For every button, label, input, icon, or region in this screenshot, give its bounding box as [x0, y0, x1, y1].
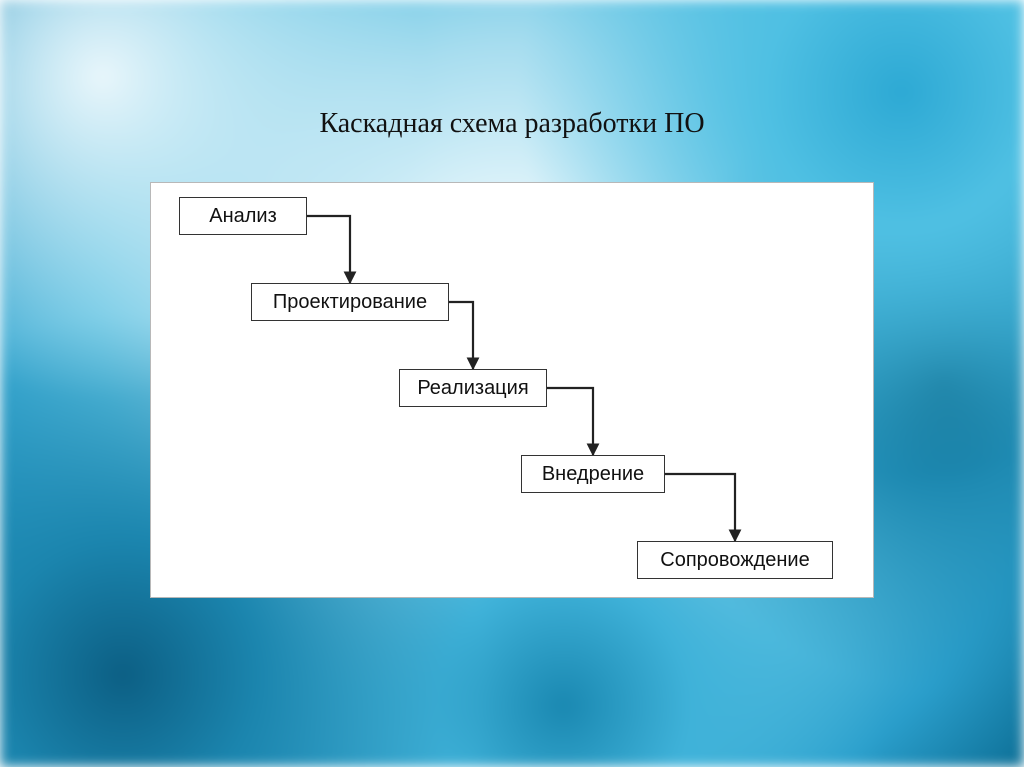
flow-node-label: Сопровождение	[660, 549, 809, 572]
flow-node-label: Реализация	[417, 377, 528, 400]
flow-node-n4: Внедрение	[521, 455, 665, 493]
flow-node-n5: Сопровождение	[637, 541, 833, 579]
flow-edge-n1-n2	[307, 216, 350, 283]
flow-node-label: Проектирование	[273, 291, 427, 314]
flow-node-label: Анализ	[209, 205, 277, 228]
flow-node-n1: Анализ	[179, 197, 307, 235]
flow-node-label: Внедрение	[542, 463, 644, 486]
diagram-panel: Анализ Проектирование Реализация Внедрение С…	[150, 182, 874, 598]
waterfall-diagram: Анализ Проектирование Реализация Внедрение С…	[151, 183, 873, 597]
flow-edge-n4-n5	[665, 474, 735, 541]
flow-node-n2: Проектирование	[251, 283, 449, 321]
page-title: Каскадная схема разработки ПО	[319, 108, 704, 140]
flow-edge-n3-n4	[547, 388, 593, 455]
flow-node-n3: Реализация	[399, 369, 547, 407]
flow-edge-n2-n3	[449, 302, 473, 369]
